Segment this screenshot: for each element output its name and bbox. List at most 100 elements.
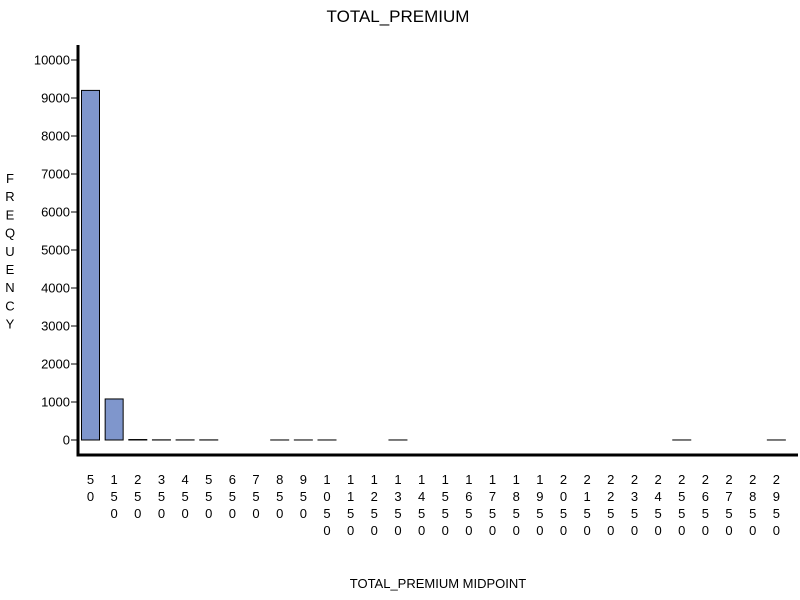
svg-text:0: 0: [323, 489, 330, 504]
svg-text:0: 0: [560, 523, 567, 538]
svg-text:5: 5: [300, 489, 307, 504]
svg-text:0: 0: [229, 506, 236, 521]
bar-50: [81, 89, 100, 441]
x-tick-label: 2 4 5 0: [654, 472, 661, 538]
svg-text:5: 5: [229, 489, 236, 504]
svg-text:5: 5: [631, 506, 638, 521]
svg-text:0: 0: [465, 523, 472, 538]
y-tick-label: 9000: [41, 91, 70, 106]
x-tick-label: 3 5 0: [158, 472, 165, 521]
svg-text:0: 0: [418, 523, 425, 538]
svg-text:2: 2: [584, 472, 591, 487]
x-axis-ticks: 5015025035045055065075085095010501150125…: [87, 472, 780, 538]
x-tick-label: 2 1 5 0: [584, 472, 591, 538]
svg-text:5: 5: [87, 472, 94, 487]
svg-text:2: 2: [631, 472, 638, 487]
svg-text:4: 4: [418, 489, 425, 504]
svg-text:9: 9: [300, 472, 307, 487]
svg-text:0: 0: [158, 506, 165, 521]
x-tick-label: 2 6 5 0: [702, 472, 709, 538]
y-tick-label: 5000: [41, 243, 70, 258]
svg-text:0: 0: [323, 523, 330, 538]
svg-text:5: 5: [205, 472, 212, 487]
svg-text:0: 0: [631, 523, 638, 538]
svg-text:5: 5: [442, 489, 449, 504]
x-tick-label: 7 5 0: [252, 472, 259, 521]
y-axis-ticks: 0 1000 2000 3000 4000 5000 6000 7000 8000 9000 100…: [34, 53, 78, 448]
svg-text:9: 9: [536, 489, 543, 504]
svg-text:4: 4: [181, 472, 188, 487]
svg-text:7: 7: [489, 489, 496, 504]
y-axis-label-letter: R: [5, 189, 14, 204]
x-tick-label: 2 7 5 0: [725, 472, 732, 538]
svg-text:2: 2: [654, 472, 661, 487]
svg-text:1: 1: [111, 472, 118, 487]
svg-text:5: 5: [394, 506, 401, 521]
x-tick-label: 1 2 5 0: [371, 472, 378, 538]
svg-text:2: 2: [678, 472, 685, 487]
svg-text:2: 2: [725, 472, 732, 487]
svg-text:5: 5: [181, 489, 188, 504]
svg-text:5: 5: [773, 506, 780, 521]
svg-text:1: 1: [323, 472, 330, 487]
svg-text:5: 5: [442, 506, 449, 521]
svg-text:5: 5: [560, 506, 567, 521]
y-tick-label: 1000: [41, 395, 70, 410]
y-axis-label-letter: Q: [5, 226, 15, 241]
bar-150: [104, 398, 124, 441]
svg-text:5: 5: [749, 506, 756, 521]
x-tick-label: 9 5 0: [300, 472, 307, 521]
x-tick-label: 5 5 0: [205, 472, 212, 521]
svg-text:0: 0: [347, 523, 354, 538]
y-axis-label-letter: E: [6, 262, 15, 277]
svg-text:0: 0: [300, 506, 307, 521]
svg-text:1: 1: [584, 489, 591, 504]
svg-text:5: 5: [654, 506, 661, 521]
svg-text:5: 5: [725, 506, 732, 521]
x-tick-label: 2 8 5 0: [749, 472, 756, 538]
svg-text:0: 0: [654, 523, 661, 538]
svg-text:0: 0: [205, 506, 212, 521]
svg-text:5: 5: [489, 506, 496, 521]
svg-text:1: 1: [394, 472, 401, 487]
svg-text:0: 0: [252, 506, 259, 521]
svg-text:6: 6: [229, 472, 236, 487]
svg-text:5: 5: [678, 489, 685, 504]
y-tick-label: 0: [63, 433, 70, 448]
y-axis-label-letter: N: [5, 280, 14, 295]
svg-text:1: 1: [347, 489, 354, 504]
svg-text:5: 5: [465, 506, 472, 521]
svg-text:1: 1: [513, 472, 520, 487]
svg-text:5: 5: [323, 506, 330, 521]
svg-text:3: 3: [631, 489, 638, 504]
x-tick-label: 2 2 5 0: [607, 472, 614, 538]
svg-text:1: 1: [465, 472, 472, 487]
svg-text:0: 0: [749, 523, 756, 538]
svg-text:2: 2: [749, 472, 756, 487]
svg-text:0: 0: [678, 523, 685, 538]
x-tick-label: 1 3 5 0: [394, 472, 401, 538]
svg-text:5: 5: [584, 506, 591, 521]
svg-text:0: 0: [560, 489, 567, 504]
svg-text:6: 6: [702, 489, 709, 504]
svg-text:3: 3: [158, 472, 165, 487]
svg-text:0: 0: [584, 523, 591, 538]
y-tick-label: 6000: [41, 205, 70, 220]
y-tick-label: 4000: [41, 281, 70, 296]
y-axis-label-letter: E: [6, 207, 15, 222]
svg-text:5: 5: [252, 489, 259, 504]
svg-text:1: 1: [371, 472, 378, 487]
svg-text:1: 1: [489, 472, 496, 487]
x-axis-label: TOTAL_PREMIUM MIDPOINT: [350, 576, 527, 591]
svg-text:0: 0: [87, 489, 94, 504]
x-tick-label: 4 5 0: [181, 472, 188, 521]
svg-text:2: 2: [371, 489, 378, 504]
svg-text:4: 4: [654, 489, 661, 504]
svg-text:5: 5: [134, 489, 141, 504]
svg-text:0: 0: [394, 523, 401, 538]
svg-text:8: 8: [513, 489, 520, 504]
